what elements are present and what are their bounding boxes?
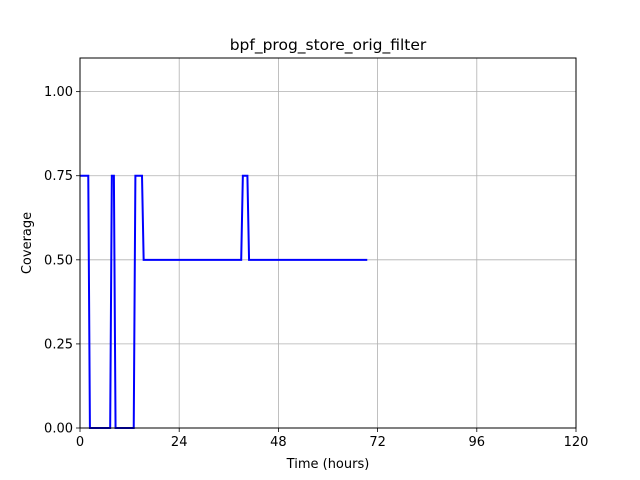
x-tick-label: 48 (270, 435, 287, 450)
plot-frame (79, 57, 577, 429)
y-tick-label: 0.50 (44, 253, 73, 268)
x-tick-label: 96 (469, 435, 486, 450)
y-axis-label: Coverage (20, 212, 35, 274)
x-tick-label: 120 (564, 435, 589, 450)
x-tick-label: 72 (369, 435, 386, 450)
x-tick-label: 24 (171, 435, 188, 450)
y-tick-label: 1.00 (44, 85, 73, 100)
x-tick-label: 0 (76, 435, 84, 450)
x-axis-label: Time (hours) (286, 457, 370, 472)
ticks: 0 24 48 72 96 120 0.00 0.25 0.50 0.75 1.00 (44, 85, 588, 450)
chart-title: bpf_prog_store_orig_filter (230, 36, 427, 55)
y-tick-label: 0.25 (44, 337, 73, 352)
y-tick-label: 0.00 (44, 422, 73, 437)
y-tick-label: 0.75 (44, 169, 73, 184)
